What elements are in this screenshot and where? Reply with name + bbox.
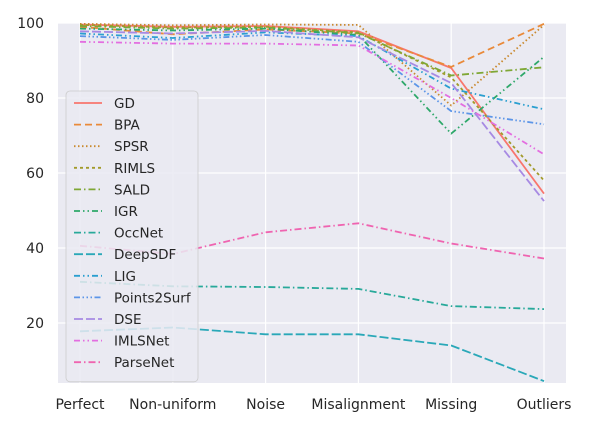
series-line-rimls — [79, 24, 545, 182]
legend-item: RIMLS — [74, 161, 155, 177]
legend-item: Points2Surf — [74, 290, 192, 306]
series-line-spsr — [79, 23, 545, 107]
legend-item: BPA — [74, 118, 141, 134]
legend-label: RIMLS — [114, 161, 155, 177]
legend-label: OccNet — [114, 226, 163, 242]
legend-label: IGR — [114, 204, 138, 220]
x-tick-label: Non-uniform — [129, 397, 216, 413]
legend-item: IGR — [74, 204, 138, 220]
y-tick-label: 80 — [26, 91, 44, 107]
legend-label: GD — [114, 96, 135, 112]
legend-item: DSE — [74, 312, 142, 328]
legend-label: SALD — [114, 182, 150, 198]
legend-item: GD — [74, 96, 135, 112]
legend-item: DeepSDF — [74, 247, 176, 263]
series-line-points2surf — [79, 34, 545, 126]
series-line-gd — [79, 23, 545, 195]
y-tick-label: 100 — [17, 16, 44, 32]
legend-item: IMLSNet — [74, 334, 169, 350]
legend-item: ParseNet — [74, 355, 174, 371]
series-layer — [79, 23, 545, 382]
legend-label: SPSR — [114, 139, 149, 155]
legend-label: BPA — [114, 118, 141, 134]
y-axis-ticks: 20 40 60 80 100 — [17, 16, 44, 332]
legend-box — [65, 90, 199, 383]
legend-item: SPSR — [74, 139, 149, 155]
legend-item: LIG — [74, 269, 136, 285]
x-tick-label: Misalignment — [311, 397, 406, 413]
legend: GD BPA SPSR RIMLS SALD IGR OccNet DeepSDF LIG Poi… — [65, 90, 199, 383]
series-line-lig — [79, 31, 545, 111]
x-tick-label: Perfect — [55, 397, 105, 413]
legend-item: SALD — [74, 182, 150, 198]
x-tick-label: Outliers — [517, 397, 572, 413]
x-tick-label: Missing — [425, 397, 477, 413]
series-line-imlsnet — [79, 40, 545, 156]
legend-item: OccNet — [74, 226, 163, 242]
y-tick-label: 40 — [26, 241, 44, 257]
legend-label: IMLSNet — [114, 334, 169, 350]
series-line-dse — [79, 29, 545, 202]
series-line-igr — [79, 27, 545, 135]
legend-label: DSE — [114, 312, 142, 328]
x-tick-label: Noise — [246, 397, 285, 413]
y-tick-label: 60 — [26, 166, 44, 182]
legend-label: DeepSDF — [114, 247, 176, 263]
series-line-sald — [79, 25, 545, 77]
legend-label: ParseNet — [114, 355, 174, 371]
y-tick-label: 20 — [26, 316, 44, 332]
legend-label: LIG — [114, 269, 136, 285]
legend-label: Points2Surf — [114, 290, 192, 306]
x-axis-ticks: Perfect Non-uniform Noise Misalignment Missi… — [55, 397, 571, 413]
